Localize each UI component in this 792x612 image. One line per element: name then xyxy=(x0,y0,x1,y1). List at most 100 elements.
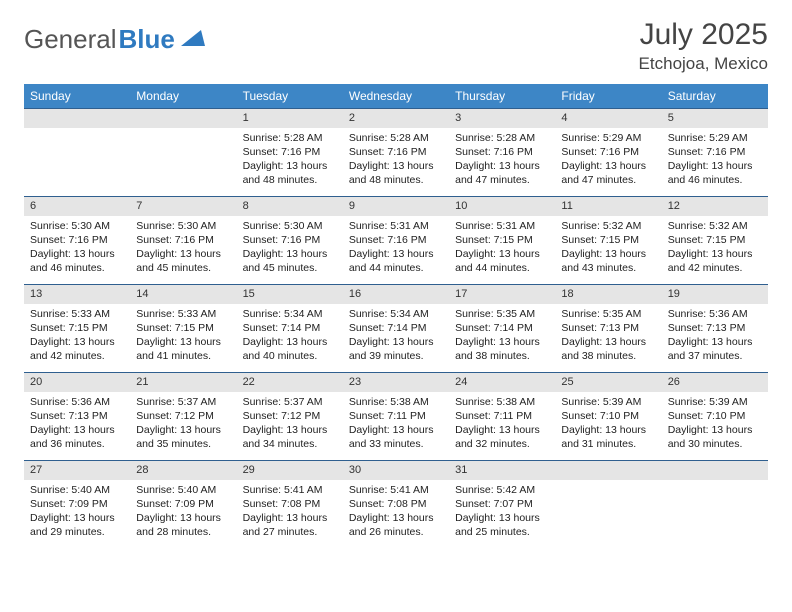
sunrise-line: Sunrise: 5:28 AM xyxy=(243,131,337,145)
day-number: 13 xyxy=(24,285,130,304)
day-number: 25 xyxy=(555,373,661,392)
sunrise-line: Sunrise: 5:30 AM xyxy=(243,219,337,233)
calendar-day-cell: 12Sunrise: 5:32 AMSunset: 7:15 PMDayligh… xyxy=(662,197,768,285)
day-number: 28 xyxy=(130,461,236,480)
day-number: 14 xyxy=(130,285,236,304)
day-details: Sunrise: 5:39 AMSunset: 7:10 PMDaylight:… xyxy=(555,392,661,456)
calendar-day-cell: 16Sunrise: 5:34 AMSunset: 7:14 PMDayligh… xyxy=(343,285,449,373)
calendar-day-cell: 3Sunrise: 5:28 AMSunset: 7:16 PMDaylight… xyxy=(449,109,555,197)
sunset-line: Sunset: 7:15 PM xyxy=(668,233,762,247)
calendar-day-cell: 11Sunrise: 5:32 AMSunset: 7:15 PMDayligh… xyxy=(555,197,661,285)
sunset-line: Sunset: 7:16 PM xyxy=(668,145,762,159)
day-number: 7 xyxy=(130,197,236,216)
calendar-day-cell: 22Sunrise: 5:37 AMSunset: 7:12 PMDayligh… xyxy=(237,373,343,461)
day-number xyxy=(555,461,661,480)
sunset-line: Sunset: 7:15 PM xyxy=(455,233,549,247)
day-details: Sunrise: 5:28 AMSunset: 7:16 PMDaylight:… xyxy=(237,128,343,192)
sunset-line: Sunset: 7:16 PM xyxy=(455,145,549,159)
weekday-header: Tuesday xyxy=(237,84,343,109)
sunset-line: Sunset: 7:11 PM xyxy=(455,409,549,423)
sunset-line: Sunset: 7:16 PM xyxy=(243,233,337,247)
sunrise-line: Sunrise: 5:42 AM xyxy=(455,483,549,497)
calendar-day-cell: 15Sunrise: 5:34 AMSunset: 7:14 PMDayligh… xyxy=(237,285,343,373)
daylight-line: Daylight: 13 hours and 36 minutes. xyxy=(30,423,124,451)
day-details: Sunrise: 5:37 AMSunset: 7:12 PMDaylight:… xyxy=(237,392,343,456)
day-number xyxy=(24,109,130,128)
day-number: 10 xyxy=(449,197,555,216)
daylight-line: Daylight: 13 hours and 48 minutes. xyxy=(243,159,337,187)
sunrise-line: Sunrise: 5:38 AM xyxy=(455,395,549,409)
day-details: Sunrise: 5:40 AMSunset: 7:09 PMDaylight:… xyxy=(130,480,236,544)
day-details: Sunrise: 5:29 AMSunset: 7:16 PMDaylight:… xyxy=(662,128,768,192)
sunrise-line: Sunrise: 5:35 AM xyxy=(561,307,655,321)
calendar-week-row: 27Sunrise: 5:40 AMSunset: 7:09 PMDayligh… xyxy=(24,461,768,549)
day-details: Sunrise: 5:34 AMSunset: 7:14 PMDaylight:… xyxy=(343,304,449,368)
sunset-line: Sunset: 7:09 PM xyxy=(136,497,230,511)
day-details: Sunrise: 5:31 AMSunset: 7:15 PMDaylight:… xyxy=(449,216,555,280)
day-number: 21 xyxy=(130,373,236,392)
sunrise-line: Sunrise: 5:40 AM xyxy=(136,483,230,497)
sunrise-line: Sunrise: 5:39 AM xyxy=(668,395,762,409)
calendar-day-cell xyxy=(555,461,661,549)
day-details: Sunrise: 5:39 AMSunset: 7:10 PMDaylight:… xyxy=(662,392,768,456)
weekday-header: Friday xyxy=(555,84,661,109)
calendar-day-cell: 10Sunrise: 5:31 AMSunset: 7:15 PMDayligh… xyxy=(449,197,555,285)
sunrise-line: Sunrise: 5:31 AM xyxy=(349,219,443,233)
day-number: 29 xyxy=(237,461,343,480)
sunset-line: Sunset: 7:14 PM xyxy=(243,321,337,335)
day-number: 9 xyxy=(343,197,449,216)
calendar-day-cell: 31Sunrise: 5:42 AMSunset: 7:07 PMDayligh… xyxy=(449,461,555,549)
calendar-day-cell: 7Sunrise: 5:30 AMSunset: 7:16 PMDaylight… xyxy=(130,197,236,285)
day-details: Sunrise: 5:33 AMSunset: 7:15 PMDaylight:… xyxy=(130,304,236,368)
calendar-day-cell xyxy=(662,461,768,549)
sunrise-line: Sunrise: 5:41 AM xyxy=(349,483,443,497)
day-number: 11 xyxy=(555,197,661,216)
day-number xyxy=(662,461,768,480)
calendar-day-cell: 5Sunrise: 5:29 AMSunset: 7:16 PMDaylight… xyxy=(662,109,768,197)
day-details: Sunrise: 5:36 AMSunset: 7:13 PMDaylight:… xyxy=(662,304,768,368)
calendar-day-cell xyxy=(24,109,130,197)
day-details: Sunrise: 5:30 AMSunset: 7:16 PMDaylight:… xyxy=(130,216,236,280)
day-number: 20 xyxy=(24,373,130,392)
day-number: 1 xyxy=(237,109,343,128)
daylight-line: Daylight: 13 hours and 31 minutes. xyxy=(561,423,655,451)
calendar-week-row: 6Sunrise: 5:30 AMSunset: 7:16 PMDaylight… xyxy=(24,197,768,285)
day-details: Sunrise: 5:40 AMSunset: 7:09 PMDaylight:… xyxy=(24,480,130,544)
daylight-line: Daylight: 13 hours and 28 minutes. xyxy=(136,511,230,539)
sunrise-line: Sunrise: 5:41 AM xyxy=(243,483,337,497)
calendar-day-cell: 2Sunrise: 5:28 AMSunset: 7:16 PMDaylight… xyxy=(343,109,449,197)
calendar-day-cell: 20Sunrise: 5:36 AMSunset: 7:13 PMDayligh… xyxy=(24,373,130,461)
calendar-day-cell: 19Sunrise: 5:36 AMSunset: 7:13 PMDayligh… xyxy=(662,285,768,373)
sunrise-line: Sunrise: 5:40 AM xyxy=(30,483,124,497)
daylight-line: Daylight: 13 hours and 44 minutes. xyxy=(455,247,549,275)
daylight-line: Daylight: 13 hours and 38 minutes. xyxy=(561,335,655,363)
weekday-header: Saturday xyxy=(662,84,768,109)
day-details: Sunrise: 5:42 AMSunset: 7:07 PMDaylight:… xyxy=(449,480,555,544)
sunrise-line: Sunrise: 5:31 AM xyxy=(455,219,549,233)
calendar-day-cell: 28Sunrise: 5:40 AMSunset: 7:09 PMDayligh… xyxy=(130,461,236,549)
calendar-day-cell: 18Sunrise: 5:35 AMSunset: 7:13 PMDayligh… xyxy=(555,285,661,373)
day-number: 23 xyxy=(343,373,449,392)
daylight-line: Daylight: 13 hours and 47 minutes. xyxy=(455,159,549,187)
sunrise-line: Sunrise: 5:30 AM xyxy=(136,219,230,233)
calendar-day-cell: 8Sunrise: 5:30 AMSunset: 7:16 PMDaylight… xyxy=(237,197,343,285)
calendar-day-cell: 24Sunrise: 5:38 AMSunset: 7:11 PMDayligh… xyxy=(449,373,555,461)
sunset-line: Sunset: 7:07 PM xyxy=(455,497,549,511)
day-details: Sunrise: 5:30 AMSunset: 7:16 PMDaylight:… xyxy=(24,216,130,280)
day-number: 3 xyxy=(449,109,555,128)
daylight-line: Daylight: 13 hours and 43 minutes. xyxy=(561,247,655,275)
calendar-day-cell: 29Sunrise: 5:41 AMSunset: 7:08 PMDayligh… xyxy=(237,461,343,549)
daylight-line: Daylight: 13 hours and 39 minutes. xyxy=(349,335,443,363)
sunrise-line: Sunrise: 5:28 AM xyxy=(349,131,443,145)
sunrise-line: Sunrise: 5:33 AM xyxy=(30,307,124,321)
calendar-day-cell: 17Sunrise: 5:35 AMSunset: 7:14 PMDayligh… xyxy=(449,285,555,373)
day-details: Sunrise: 5:30 AMSunset: 7:16 PMDaylight:… xyxy=(237,216,343,280)
calendar-day-cell: 4Sunrise: 5:29 AMSunset: 7:16 PMDaylight… xyxy=(555,109,661,197)
sunset-line: Sunset: 7:13 PM xyxy=(668,321,762,335)
calendar-week-row: 1Sunrise: 5:28 AMSunset: 7:16 PMDaylight… xyxy=(24,109,768,197)
calendar-week-row: 20Sunrise: 5:36 AMSunset: 7:13 PMDayligh… xyxy=(24,373,768,461)
daylight-line: Daylight: 13 hours and 34 minutes. xyxy=(243,423,337,451)
location-label: Etchojoa, Mexico xyxy=(639,54,768,74)
day-details: Sunrise: 5:28 AMSunset: 7:16 PMDaylight:… xyxy=(343,128,449,192)
sunrise-line: Sunrise: 5:29 AM xyxy=(668,131,762,145)
